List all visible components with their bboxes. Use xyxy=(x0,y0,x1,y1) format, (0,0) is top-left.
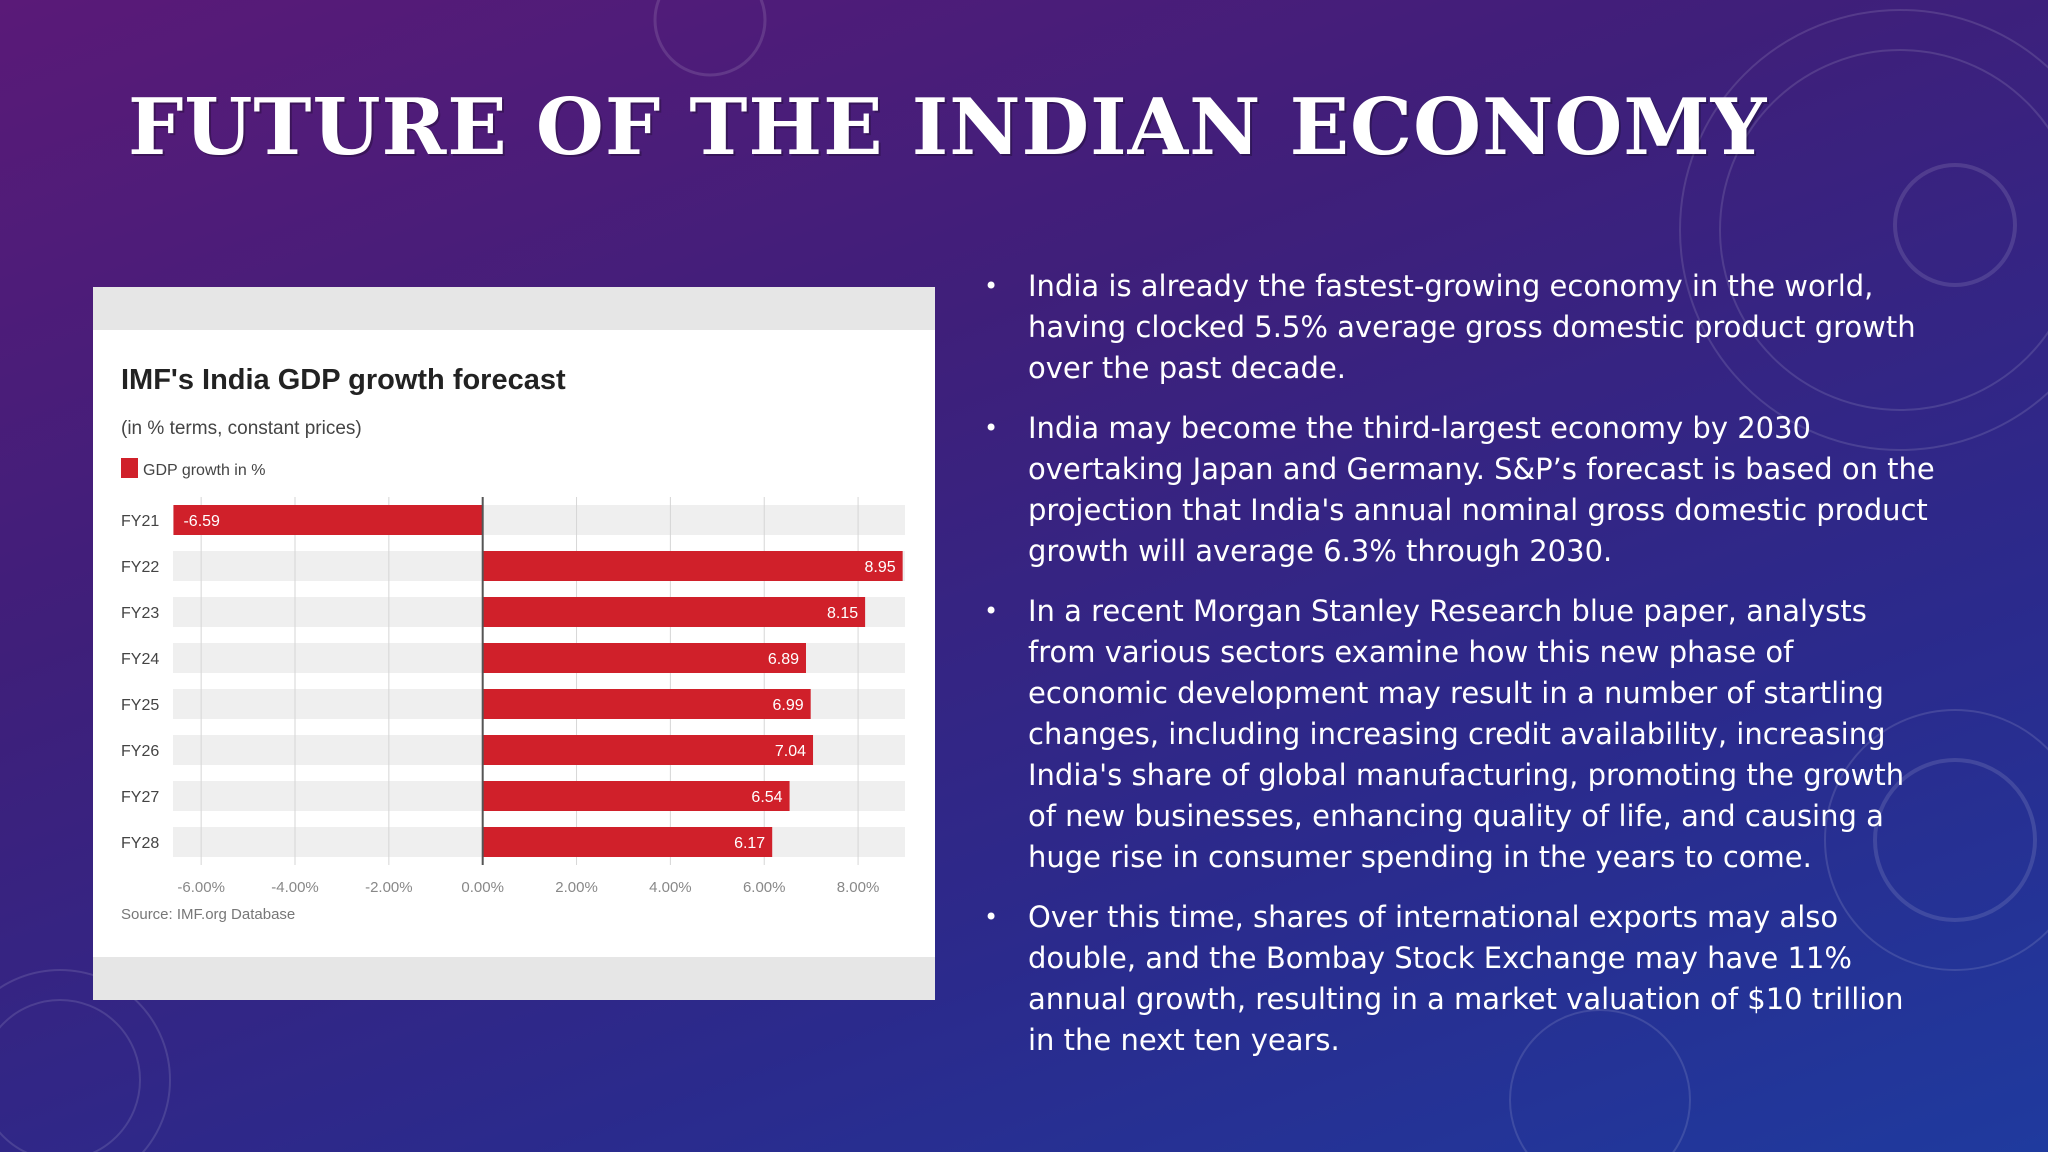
chart-footer-strip xyxy=(93,957,935,1000)
bar xyxy=(482,827,773,857)
x-tick-label: 8.00% xyxy=(837,879,880,896)
category-label: FY21 xyxy=(121,513,159,530)
bullet-list: • India is already the fastest-growing ec… xyxy=(978,266,1938,1080)
gdp-growth-chart: IMF's India GDP growth forecast (in % te… xyxy=(93,287,935,1000)
chart-panel: IMF's India GDP growth forecast (in % te… xyxy=(93,287,935,1000)
bar xyxy=(482,735,814,765)
bar xyxy=(482,551,903,581)
bullet-dot-icon: • xyxy=(984,272,999,300)
category-label: FY23 xyxy=(121,605,159,622)
bar xyxy=(173,505,483,535)
bullet-dot-icon: • xyxy=(984,414,999,442)
data-label: 6.54 xyxy=(751,789,782,806)
slide-title: Future of the Indian Economy xyxy=(128,82,1768,173)
bullet-text: Over this time, shares of international … xyxy=(1028,900,1904,1057)
chart-source: Source: IMF.org Database xyxy=(121,906,295,923)
x-tick-label: 0.00% xyxy=(461,879,504,896)
chart-subtitle: (in % terms, constant prices) xyxy=(121,418,362,439)
legend-swatch xyxy=(121,458,138,478)
category-label: FY25 xyxy=(121,697,159,714)
bullet-text: India may become the third-largest econo… xyxy=(1028,411,1935,568)
category-label: FY22 xyxy=(121,559,159,576)
data-label: 6.17 xyxy=(734,835,765,852)
category-label: FY28 xyxy=(121,835,159,852)
bullet-item: • India may become the third-largest econ… xyxy=(978,408,1938,572)
bullet-dot-icon: • xyxy=(984,903,999,931)
x-tick-label: -6.00% xyxy=(177,879,225,896)
category-label: FY27 xyxy=(121,789,159,806)
category-label: FY24 xyxy=(121,651,159,668)
category-label: FY26 xyxy=(121,743,159,760)
chart-title: IMF's India GDP growth forecast xyxy=(121,364,566,396)
bullet-text: In a recent Morgan Stanley Research blue… xyxy=(1028,594,1905,874)
plot-area: -6.00% -4.00% -2.00% 0.00% 2.00% 4.00% 6.00% 8.… xyxy=(121,497,905,896)
data-label: 6.89 xyxy=(768,651,799,668)
data-label: 8.95 xyxy=(865,559,896,576)
bullet-item: • India is already the fastest-growing ec… xyxy=(978,266,1938,389)
data-label: -6.59 xyxy=(183,513,220,530)
x-tick-label: 4.00% xyxy=(649,879,692,896)
legend-label: GDP growth in % xyxy=(143,462,265,479)
x-tick-label: -4.00% xyxy=(271,879,319,896)
bullet-text: India is already the fastest-growing eco… xyxy=(1028,269,1916,385)
x-tick-label: 6.00% xyxy=(743,879,786,896)
x-tick-label: -2.00% xyxy=(365,879,413,896)
bullet-item: • In a recent Morgan Stanley Research blu… xyxy=(978,591,1938,878)
data-label: 7.04 xyxy=(775,743,806,760)
bar xyxy=(482,689,811,719)
data-label: 6.99 xyxy=(773,697,804,714)
bullet-dot-icon: • xyxy=(984,597,999,625)
bullet-item: • Over this time, shares of international… xyxy=(978,897,1938,1061)
bar xyxy=(482,643,806,673)
x-tick-label: 2.00% xyxy=(555,879,598,896)
bar xyxy=(482,597,866,627)
chart-header-strip xyxy=(93,287,935,330)
data-label: 8.15 xyxy=(827,605,858,622)
bar xyxy=(482,781,790,811)
